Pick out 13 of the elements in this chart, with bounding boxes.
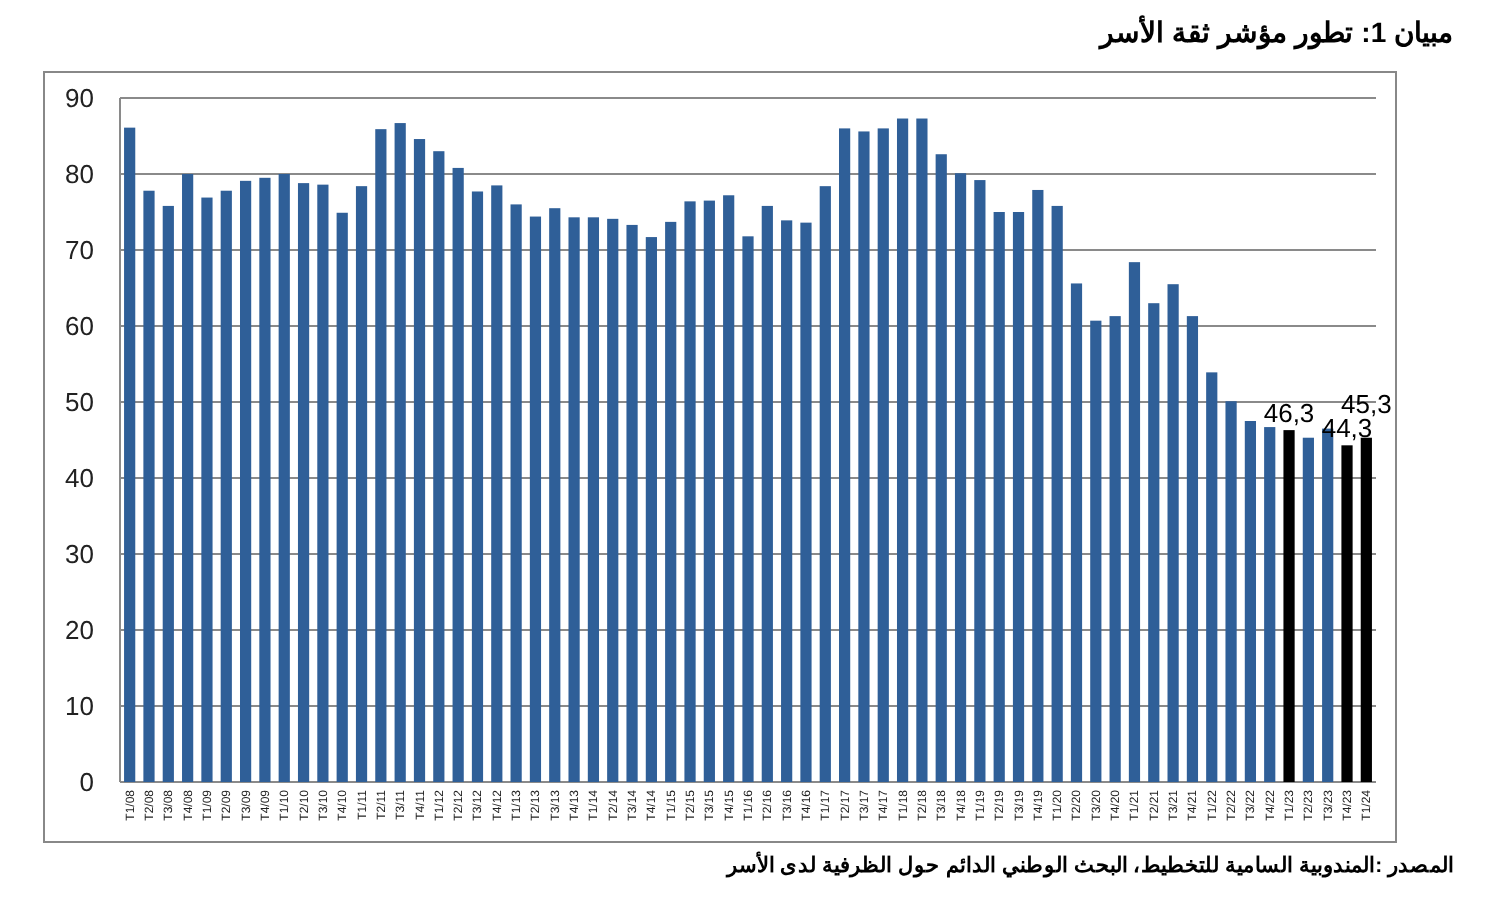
y-tick-label: 0 xyxy=(79,767,94,797)
y-tick-label: 40 xyxy=(65,463,94,493)
y-tick-label: 60 xyxy=(65,311,94,341)
y-tick-label: 90 xyxy=(65,83,94,113)
y-tick-label: 70 xyxy=(65,235,94,265)
y-tick-label: 30 xyxy=(65,539,94,569)
y-tick-label: 10 xyxy=(65,691,94,721)
y-tick-label: 50 xyxy=(65,387,94,417)
annotation: المصدر :المندوبية السامية للتخطيط، البحث الوطني الدائم حول الظرفية لدى الأسر xyxy=(726,852,1454,878)
y-tick-label: 80 xyxy=(65,159,94,189)
data-label: 46,3 xyxy=(1263,398,1315,429)
y-tick-label: 20 xyxy=(65,615,94,645)
title: مبيان 1: تطور مؤشر ثقة الأسر xyxy=(1100,16,1454,48)
